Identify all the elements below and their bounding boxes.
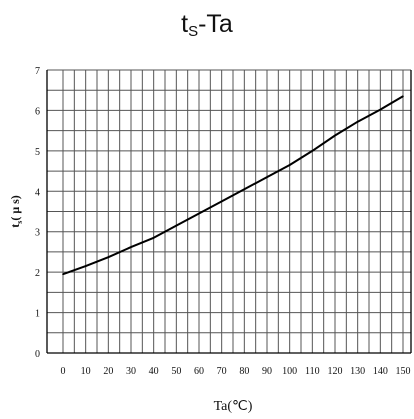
data-point — [62, 273, 64, 275]
x-axis-ticks: 0 10 20 30 40 50 60 70 80 90 100 110 120 130 140 150 — [61, 366, 411, 377]
x-tick-label: 50 — [171, 366, 181, 377]
data-point — [84, 265, 87, 267]
y-tick-label: 7 — [35, 66, 40, 77]
x-tick-label: 110 — [305, 366, 320, 377]
data-point — [402, 95, 404, 98]
data-point — [243, 188, 246, 191]
x-tick-label: 0 — [61, 366, 66, 377]
y-tick-label: 1 — [35, 309, 40, 320]
data-point — [198, 212, 200, 215]
x-tick-label: 120 — [328, 366, 343, 377]
data-point — [288, 164, 291, 166]
x-tick-label: 80 — [239, 366, 249, 377]
data-point — [130, 246, 132, 248]
x-tick-label: 60 — [194, 366, 204, 377]
data-point — [175, 224, 178, 227]
data-point — [356, 120, 359, 123]
data-point — [266, 176, 268, 178]
x-tick-label: 10 — [81, 366, 91, 377]
series-line — [62, 95, 404, 276]
x-tick-label: 100 — [282, 366, 297, 377]
y-tick-label: 5 — [35, 147, 40, 158]
y-tick-label: 0 — [35, 349, 40, 360]
x-tick-label: 30 — [126, 366, 136, 377]
x-tick-label: 140 — [373, 366, 388, 377]
x-tick-label: 150 — [396, 366, 411, 377]
chart-title: tS-Ta — [181, 10, 233, 40]
x-tick-label: 130 — [350, 366, 365, 377]
data-point — [152, 236, 155, 239]
data-point — [220, 200, 223, 203]
data-point — [311, 150, 314, 152]
y-tick-label: 3 — [35, 228, 40, 239]
x-tick-label: 20 — [103, 366, 113, 377]
x-tick-label: 90 — [262, 366, 272, 377]
grid-lines — [46, 69, 412, 354]
y-tick-label: 2 — [35, 268, 40, 279]
series-group — [62, 95, 404, 276]
y-axis-label: ts( μ s) — [8, 195, 24, 228]
y-tick-label: 4 — [35, 187, 40, 198]
y-axis-ticks: 0 1 2 3 4 5 6 7 — [35, 66, 40, 360]
data-point — [107, 256, 110, 258]
x-tick-label: 70 — [217, 366, 227, 377]
x-tick-label: 40 — [149, 366, 159, 377]
x-axis-label: Ta(℃) — [214, 399, 253, 414]
data-point — [379, 108, 382, 111]
data-point — [334, 134, 336, 137]
y-tick-label: 6 — [35, 106, 40, 117]
